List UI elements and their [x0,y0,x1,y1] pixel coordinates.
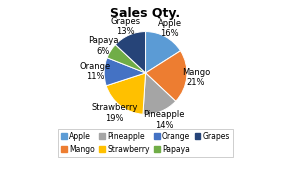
Text: Mango
21%: Mango 21% [182,68,210,87]
Title: Sales Qty.: Sales Qty. [110,7,181,20]
Wedge shape [104,58,145,86]
Wedge shape [107,45,145,73]
Text: Orange
11%: Orange 11% [80,62,111,81]
Text: Strawberry
19%: Strawberry 19% [91,103,138,122]
Text: Pineapple
14%: Pineapple 14% [143,110,185,130]
Wedge shape [115,32,146,73]
Text: Grapes
13%: Grapes 13% [110,17,141,36]
Wedge shape [143,73,176,114]
Wedge shape [145,32,180,73]
Wedge shape [106,73,145,114]
Wedge shape [145,51,187,101]
Legend: Apple, Mango, Pineapple, Strawberry, Orange, Papaya, Grapes: Apple, Mango, Pineapple, Strawberry, Ora… [59,129,233,157]
Text: Apple
16%: Apple 16% [158,19,182,38]
Text: Papaya
6%: Papaya 6% [88,36,118,56]
